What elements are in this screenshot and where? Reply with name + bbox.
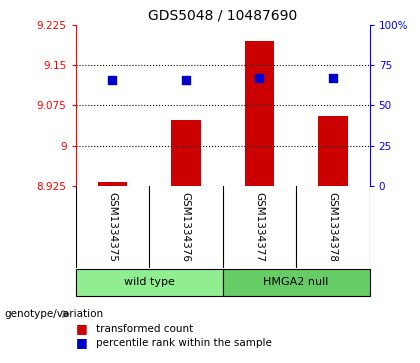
Text: wild type: wild type xyxy=(123,277,175,287)
Title: GDS5048 / 10487690: GDS5048 / 10487690 xyxy=(148,9,297,23)
FancyBboxPatch shape xyxy=(223,269,370,296)
Text: HMGA2 null: HMGA2 null xyxy=(263,277,329,287)
Text: ■: ■ xyxy=(76,322,87,335)
Point xyxy=(182,77,189,83)
Point xyxy=(256,76,263,81)
Text: ■: ■ xyxy=(76,337,87,350)
Bar xyxy=(244,41,274,185)
Text: percentile rank within the sample: percentile rank within the sample xyxy=(96,338,272,348)
Text: GSM1334376: GSM1334376 xyxy=(181,192,191,262)
Text: genotype/variation: genotype/variation xyxy=(4,309,103,319)
FancyBboxPatch shape xyxy=(76,269,223,296)
Point xyxy=(109,77,116,83)
Point xyxy=(330,76,336,81)
Text: GSM1334377: GSM1334377 xyxy=(255,192,264,262)
Bar xyxy=(97,182,127,185)
Bar xyxy=(318,116,348,185)
Bar xyxy=(171,120,201,185)
Text: GSM1334378: GSM1334378 xyxy=(328,192,338,262)
Text: transformed count: transformed count xyxy=(96,323,193,334)
Text: GSM1334375: GSM1334375 xyxy=(108,192,117,262)
